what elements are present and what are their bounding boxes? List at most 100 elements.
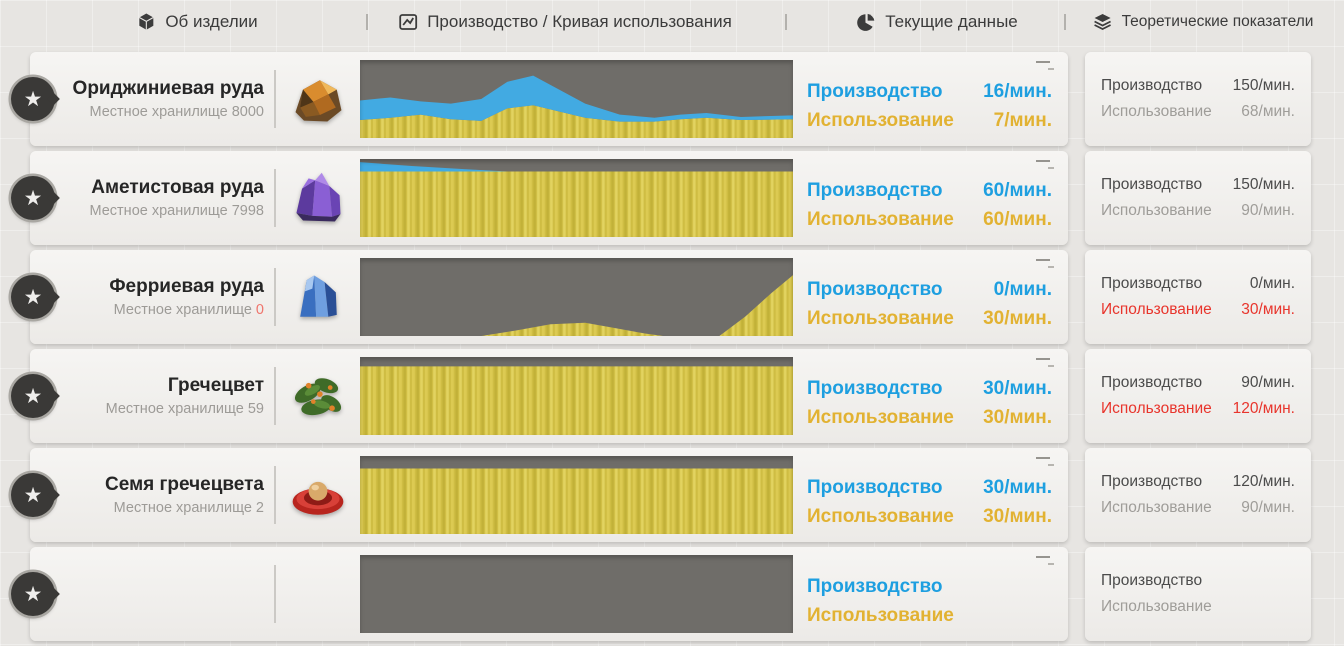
theoretical-production-line: Производство 150/мин. xyxy=(1101,176,1295,195)
resource-row: ★ Ферриевая руда Местное хранилище 0 Прои… xyxy=(0,250,1344,344)
storage-value: 8000 xyxy=(231,103,264,120)
theoretical-usage-label: Использование xyxy=(1101,399,1212,417)
star-icon: ★ xyxy=(23,87,43,111)
current-usage-line: Использование xyxy=(807,605,1052,627)
buckflower-seed-icon xyxy=(292,481,344,515)
header-separator xyxy=(785,14,787,30)
current-production-line: Производство xyxy=(807,576,1052,598)
current-usage-line: Использование 30/мин. xyxy=(807,506,1052,528)
theoretical-usage-value: 68/мин. xyxy=(1241,102,1295,120)
theoretical-usage-line: Использование 120/мин. xyxy=(1101,400,1295,419)
theoretical-production-value: 120/мин. xyxy=(1232,472,1295,490)
resource-row: ★ Производство xyxy=(0,547,1344,641)
theoretical-production-label: Производство xyxy=(1101,274,1203,292)
resource-card[interactable]: Аметистовая руда Местное хранилище 7998 П… xyxy=(30,151,1068,245)
tab-label: Теоретические показатели xyxy=(1121,13,1314,30)
storage-value: 0 xyxy=(255,301,264,318)
tab-current-data[interactable]: Текущие данные xyxy=(856,4,1018,40)
storage-label: Местное хранилище xyxy=(113,499,252,516)
tab-about-item[interactable]: Об изделии xyxy=(136,4,258,40)
favorite-star-button[interactable]: ★ xyxy=(11,572,55,616)
current-production-label: Производство xyxy=(807,80,943,102)
tab-production-curve[interactable]: Производство / Кривая использования xyxy=(398,4,732,40)
star-icon: ★ xyxy=(23,285,43,309)
current-usage-label: Использование xyxy=(807,604,954,626)
theoretical-card: Производство Использование xyxy=(1085,547,1311,641)
current-usage-line: Использование 30/мин. xyxy=(807,308,1052,330)
current-usage-line: Использование 60/мин. xyxy=(807,209,1052,231)
line-chart-icon xyxy=(399,14,418,30)
current-production-label: Производство xyxy=(807,179,943,201)
storage-label: Местное хранилище xyxy=(113,301,252,318)
resource-info xyxy=(30,547,274,641)
item-icon-box xyxy=(276,349,360,443)
storage-label: Местное хранилище xyxy=(105,400,244,417)
current-usage-value: 60/мин. xyxy=(983,208,1052,230)
theoretical-card: Производство 150/мин. Использование 90/м… xyxy=(1085,151,1311,245)
theoretical-card: Производство 0/мин. Использование 30/мин… xyxy=(1085,250,1311,344)
theoretical-production-label: Производство xyxy=(1101,472,1203,490)
storage-line xyxy=(260,588,264,604)
tab-label: Об изделии xyxy=(165,12,258,31)
resource-info: Аметистовая руда Местное хранилище 7998 xyxy=(30,151,274,245)
theoretical-production-label: Производство xyxy=(1101,571,1203,589)
amethyst-ore-icon xyxy=(296,172,341,222)
storage-line: Местное хранилище 59 xyxy=(106,401,264,417)
resource-card[interactable]: Семя гречецвета Местное хранилище 2 Произ… xyxy=(30,448,1068,542)
theoretical-usage-label: Использование xyxy=(1101,498,1212,516)
current-production-value: 0/мин. xyxy=(993,278,1052,300)
storage-label: Местное хранилище xyxy=(89,103,228,120)
resource-info: Гречецвет Местное хранилище 59 xyxy=(30,349,274,443)
resource-row: ★ Семя гречецвета Местное хранилище 2 Про… xyxy=(0,448,1344,542)
resource-card[interactable]: Производство Использование xyxy=(30,547,1068,641)
ferric-ore-icon xyxy=(300,275,337,317)
current-production-label: Производство xyxy=(807,377,943,399)
theoretical-usage-label: Использование xyxy=(1101,300,1212,318)
favorite-star-button[interactable]: ★ xyxy=(11,473,55,517)
current-usage-value: 30/мин. xyxy=(983,307,1052,329)
theoretical-usage-line: Использование 68/мин. xyxy=(1101,103,1295,122)
theoretical-usage-line: Использование 30/мин. xyxy=(1101,301,1295,320)
theoretical-production-label: Производство xyxy=(1101,76,1203,94)
current-usage-label: Использование xyxy=(807,505,954,527)
current-usage-value: 7/мин. xyxy=(993,109,1052,131)
resource-list: ★ Ориджиниевая руда Местное хранилище 800… xyxy=(0,52,1344,646)
current-usage-value: 30/мин. xyxy=(983,406,1052,428)
resource-card[interactable]: Гречецвет Местное хранилище 59 Производст… xyxy=(30,349,1068,443)
item-icon-box xyxy=(276,547,360,641)
theoretical-production-value: 150/мин. xyxy=(1232,175,1295,193)
theoretical-usage-label: Использование xyxy=(1101,102,1212,120)
favorite-star-button[interactable]: ★ xyxy=(11,176,55,220)
resource-info: Семя гречецвета Местное хранилище 2 xyxy=(30,448,274,542)
favorite-star-button[interactable]: ★ xyxy=(11,77,55,121)
production-usage-chart xyxy=(360,60,793,138)
favorite-star-button[interactable]: ★ xyxy=(11,374,55,418)
curve-indicator-icon xyxy=(1034,457,1054,466)
storage-line: Местное хранилище 2 xyxy=(114,500,264,516)
current-data: Производство Использование xyxy=(793,547,1068,641)
curve-indicator-icon xyxy=(1034,358,1054,367)
layers-icon xyxy=(1094,14,1111,30)
item-icon xyxy=(288,564,348,624)
resource-card[interactable]: Ориджиниевая руда Местное хранилище 8000 … xyxy=(30,52,1068,146)
tab-theoretical[interactable]: Теоретические показатели xyxy=(1093,4,1314,40)
star-icon: ★ xyxy=(23,384,43,408)
favorite-star-button[interactable]: ★ xyxy=(11,275,55,319)
item-icon-box xyxy=(276,52,360,146)
production-usage-chart xyxy=(360,357,793,435)
divider xyxy=(274,70,276,128)
resource-name: Гречецвет xyxy=(167,375,264,397)
page: Об изделии Производство / Кривая использ… xyxy=(0,0,1344,559)
production-usage-chart xyxy=(360,555,793,633)
cube-icon xyxy=(139,13,154,30)
theoretical-usage-line: Использование xyxy=(1101,598,1295,617)
current-usage-label: Использование xyxy=(807,307,954,329)
buckflower-icon xyxy=(294,378,342,416)
originium-ore-icon xyxy=(295,80,342,122)
current-data: Производство 0/мин. Использование 30/мин… xyxy=(793,250,1068,344)
resource-card[interactable]: Ферриевая руда Местное хранилище 0 Произв… xyxy=(30,250,1068,344)
theoretical-card: Производство 120/мин. Использование 90/м… xyxy=(1085,448,1311,542)
storage-line: Местное хранилище 7998 xyxy=(89,203,264,219)
current-usage-line: Использование 7/мин. xyxy=(807,110,1052,132)
current-production-label: Производство xyxy=(807,476,943,498)
